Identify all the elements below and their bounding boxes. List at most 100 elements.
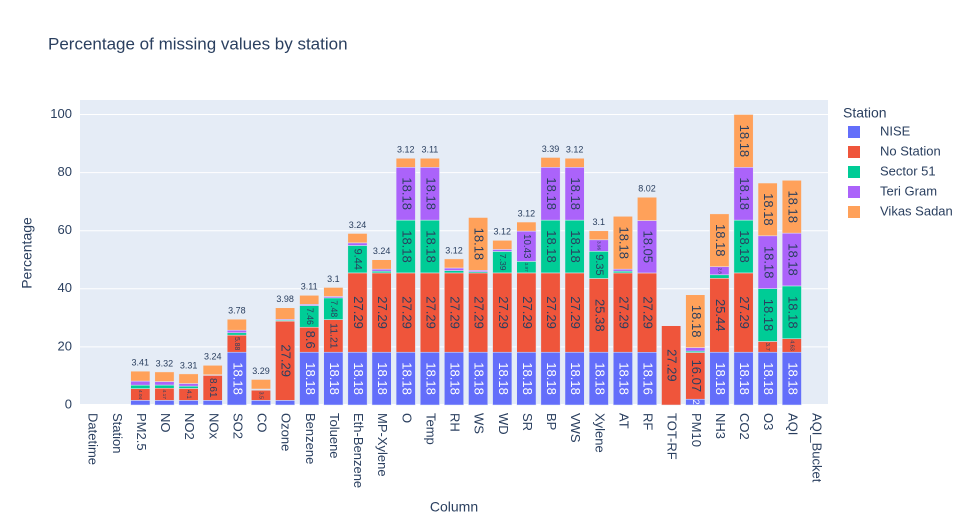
data-label: 4.04 xyxy=(137,390,143,400)
bar xyxy=(155,372,174,382)
data-label: 18.18 xyxy=(616,362,631,395)
bar xyxy=(227,330,246,333)
data-label: 3.12 xyxy=(397,145,415,155)
x-tick-label: Toluene xyxy=(327,413,342,459)
data-label: 18.18 xyxy=(761,299,776,332)
data-label: 3.24 xyxy=(204,352,222,362)
data-label: 3.5 xyxy=(258,391,264,399)
data-label: 18.18 xyxy=(230,362,245,395)
bar xyxy=(203,400,222,405)
x-tick-label: NOx xyxy=(206,413,221,440)
legend-swatch xyxy=(848,166,860,178)
data-label: 7.46 xyxy=(305,308,315,325)
bar xyxy=(155,382,174,385)
data-label: 16.07 xyxy=(689,360,704,393)
data-label: 18.05 xyxy=(641,230,656,263)
data-label: 18.18 xyxy=(423,177,438,210)
data-label: 18.18 xyxy=(737,362,752,395)
x-tick-label: SO2 xyxy=(230,413,245,439)
data-label: 8.02 xyxy=(638,184,656,194)
data-label: 27.29 xyxy=(375,296,390,329)
data-label: 18.18 xyxy=(303,362,318,395)
data-label: 9.44 xyxy=(352,248,364,270)
data-label: 18.18 xyxy=(423,362,438,395)
data-label: 18.18 xyxy=(785,362,800,395)
y-tick-label: 40 xyxy=(58,280,72,295)
data-label: 3.32 xyxy=(156,358,174,368)
data-label: 18.18 xyxy=(423,230,438,263)
bar xyxy=(179,374,198,384)
x-tick-label: AT xyxy=(616,413,631,429)
bar xyxy=(131,385,150,388)
y-tick-label: 60 xyxy=(58,222,72,237)
x-tick-label: Eth-Benzene xyxy=(351,413,366,488)
data-label: 9.35 xyxy=(593,254,605,275)
bar xyxy=(300,295,319,304)
data-label: 3.41 xyxy=(132,358,150,368)
bar xyxy=(324,287,343,296)
data-label: 18.18 xyxy=(448,362,463,395)
data-label: 3.78 xyxy=(228,306,246,316)
data-label: 10.43 xyxy=(521,234,532,258)
data-label: 27.29 xyxy=(737,296,752,329)
bar xyxy=(613,271,632,273)
x-tick-label: PM2.5 xyxy=(134,413,149,451)
bar xyxy=(444,259,463,268)
bar xyxy=(131,371,150,381)
x-tick-label: SR xyxy=(520,413,535,431)
data-label: 18.18 xyxy=(568,177,583,210)
bar xyxy=(348,233,367,242)
legend-label: Sector 51 xyxy=(880,163,936,178)
x-tick-label: VWS xyxy=(568,413,583,443)
bar xyxy=(589,231,608,240)
data-label: 4.17 xyxy=(161,390,167,400)
data-label: 27.29 xyxy=(448,296,463,329)
data-label: 27.29 xyxy=(496,296,511,329)
data-label: 27.29 xyxy=(351,296,366,329)
bar xyxy=(275,308,294,320)
x-tick-label: NO xyxy=(158,413,173,433)
bar xyxy=(493,249,512,251)
data-label: 18.18 xyxy=(713,362,728,395)
bar xyxy=(203,365,222,374)
data-label: 3.39 xyxy=(542,144,560,154)
data-label: 18.18 xyxy=(616,226,631,259)
data-label: 3.1 xyxy=(593,217,606,227)
legend-swatch xyxy=(848,146,860,158)
bar xyxy=(372,271,391,273)
data-label: 3.12 xyxy=(566,145,584,155)
bar xyxy=(372,260,391,269)
bar xyxy=(637,197,656,220)
bar xyxy=(275,400,294,405)
data-label: 3.11 xyxy=(301,282,318,292)
x-tick-label: MP-Xylene xyxy=(375,413,390,477)
data-label: 18.18 xyxy=(785,296,800,329)
bar xyxy=(517,222,536,231)
bar xyxy=(131,381,150,385)
bar xyxy=(179,400,198,405)
data-label: 18.18 xyxy=(399,177,414,210)
data-label: 8.61 xyxy=(207,378,218,398)
data-label: 18.18 xyxy=(568,230,583,263)
data-label: 18.18 xyxy=(544,230,559,263)
data-label: 18.18 xyxy=(737,230,752,263)
bar xyxy=(710,275,729,278)
legend-swatch xyxy=(848,186,860,198)
x-tick-label: NH3 xyxy=(713,413,728,439)
data-label: 18.18 xyxy=(568,362,583,395)
data-label: 27.29 xyxy=(665,349,680,382)
data-label: 3.98 xyxy=(276,294,294,304)
data-label: 25.38 xyxy=(592,299,607,332)
x-tick-label: WD xyxy=(496,413,511,435)
y-axis-title: Percentage xyxy=(19,217,35,289)
data-label: 7.39 xyxy=(498,254,508,271)
x-tick-label: AQI_Bucket xyxy=(809,413,824,483)
data-label: 3.1 xyxy=(327,274,340,284)
data-label: 27.29 xyxy=(423,296,438,329)
bar xyxy=(541,157,560,167)
x-tick-label: CO2 xyxy=(737,413,752,440)
data-label: 18.18 xyxy=(399,362,414,395)
data-label: 2.8 xyxy=(717,268,722,275)
x-tick-label: Station xyxy=(110,413,125,453)
